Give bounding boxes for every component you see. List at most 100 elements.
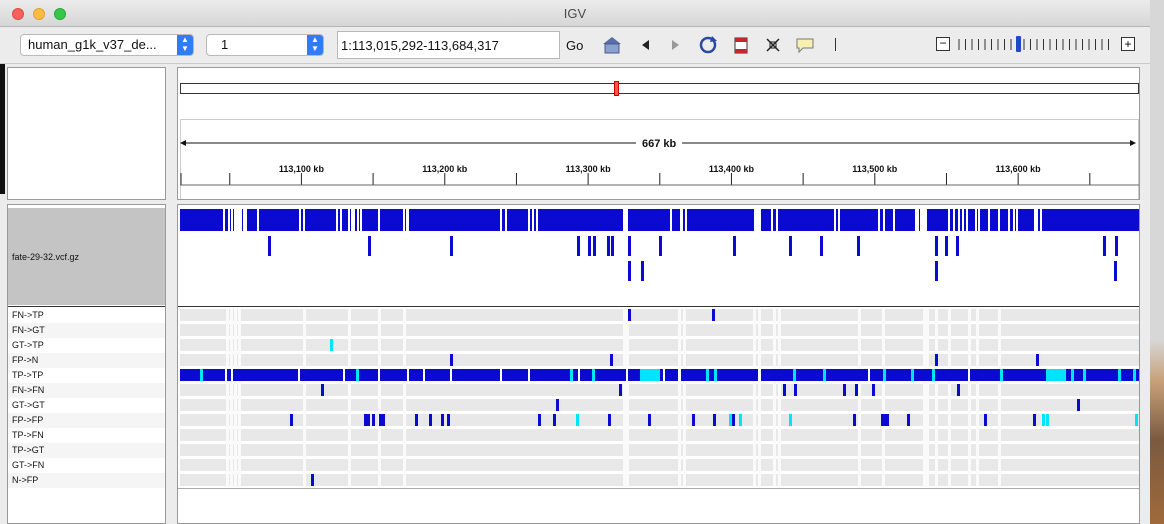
zoom-window-button[interactable] (54, 8, 66, 20)
variant-site[interactable] (935, 236, 938, 256)
genotype-call[interactable] (367, 414, 370, 426)
vcf-track-name-cell[interactable]: fate-29-32.vcf.gz (8, 208, 165, 305)
genotype-call[interactable] (794, 384, 797, 396)
variant-site[interactable] (1115, 236, 1118, 256)
genotype-call[interactable] (872, 384, 875, 396)
genotype-call[interactable] (1046, 414, 1049, 426)
genotype-call[interactable] (608, 414, 611, 426)
variant-site[interactable] (789, 236, 792, 256)
variant-site[interactable] (593, 236, 596, 256)
variant-site[interactable] (935, 261, 938, 281)
genotype-call[interactable] (1042, 414, 1045, 426)
variant-site[interactable] (945, 236, 948, 256)
genotype-call[interactable] (984, 414, 987, 426)
variant-site[interactable] (1103, 236, 1106, 256)
sample-track-row[interactable]: TP->FN (8, 428, 165, 443)
genotype-call[interactable] (907, 414, 910, 426)
sample-track-row[interactable]: TP->GT (8, 443, 165, 458)
zoom-slider[interactable] (957, 35, 1117, 55)
genotype-call[interactable] (853, 414, 856, 426)
genotype-call[interactable] (648, 414, 651, 426)
back-button[interactable] (634, 35, 656, 55)
variant-site[interactable] (628, 236, 631, 256)
chromosome-ideogram[interactable] (180, 83, 1139, 94)
variant-site[interactable] (588, 236, 591, 256)
genotype-call[interactable] (1033, 414, 1036, 426)
sample-track-row[interactable]: FN->FN (8, 383, 165, 398)
sample-track-row[interactable]: N->FP (8, 473, 165, 488)
genotype-call[interactable] (713, 414, 716, 426)
chromosome-select[interactable]: 1 ▲ ▼ (206, 34, 324, 56)
sample-track-row[interactable]: FP->N (8, 353, 165, 368)
genotype-call[interactable] (886, 414, 889, 426)
variant-site[interactable] (820, 236, 823, 256)
genotype-call[interactable] (855, 384, 858, 396)
close-window-button[interactable] (12, 8, 24, 20)
genotype-call[interactable] (321, 384, 324, 396)
genotype-call[interactable] (372, 414, 375, 426)
variant-site[interactable] (577, 236, 580, 256)
track-data-canvas[interactable] (178, 205, 1140, 524)
sample-track-row[interactable]: FN->TP (8, 308, 165, 323)
sample-track-row[interactable]: GT->TP (8, 338, 165, 353)
genotype-call[interactable] (382, 414, 385, 426)
genotype-call[interactable] (441, 414, 444, 426)
genotype-call[interactable] (881, 414, 884, 426)
genotype-call[interactable] (290, 414, 293, 426)
genotype-call[interactable] (429, 414, 432, 426)
genotype-call[interactable] (610, 354, 613, 366)
sample-track-row[interactable]: GT->FN (8, 458, 165, 473)
zoom-slider-thumb[interactable] (1016, 36, 1021, 52)
genotype-call[interactable] (450, 354, 453, 366)
resize-button[interactable] (762, 35, 784, 55)
genotype-call[interactable] (330, 339, 333, 351)
genotype-call[interactable] (311, 474, 314, 486)
genotype-call[interactable] (556, 399, 559, 411)
genotype-call[interactable] (379, 414, 382, 426)
variant-site[interactable] (956, 236, 959, 256)
sample-track-row[interactable]: GT->GT (8, 398, 165, 413)
genotype-call[interactable] (789, 414, 792, 426)
minimize-window-button[interactable] (33, 8, 45, 20)
genotype-call[interactable] (553, 414, 556, 426)
variant-site[interactable] (857, 236, 860, 256)
refresh-button[interactable] (697, 35, 719, 55)
zoom-out-button[interactable]: − (936, 37, 950, 51)
variant-site[interactable] (733, 236, 736, 256)
genotype-call[interactable] (957, 384, 960, 396)
variant-site[interactable] (268, 236, 271, 256)
variant-site[interactable] (450, 236, 453, 256)
genotype-call[interactable] (619, 384, 622, 396)
genotype-call[interactable] (935, 354, 938, 366)
genotype-call[interactable] (628, 309, 631, 321)
ruler[interactable] (180, 119, 1139, 199)
genotype-call[interactable] (739, 414, 742, 426)
genotype-call[interactable] (783, 384, 786, 396)
genotype-call[interactable] (884, 414, 887, 426)
genotype-call[interactable] (415, 414, 418, 426)
genotype-call[interactable] (1135, 414, 1138, 426)
home-button[interactable] (601, 35, 623, 55)
sample-track-row[interactable]: FN->GT (8, 323, 165, 338)
roi-button[interactable] (730, 35, 752, 55)
genotype-call[interactable] (576, 414, 579, 426)
locus-input[interactable]: 1:113,015,292-113,684,317 (337, 31, 560, 59)
genotype-call[interactable] (732, 414, 735, 426)
variant-site[interactable] (659, 236, 662, 256)
genotype-call[interactable] (538, 414, 541, 426)
genotype-call[interactable] (447, 414, 450, 426)
genotype-call[interactable] (712, 309, 715, 321)
variant-site[interactable] (628, 261, 631, 281)
variant-site[interactable] (368, 236, 371, 256)
zoom-in-button[interactable]: + (1121, 37, 1135, 51)
genotype-call[interactable] (843, 384, 846, 396)
genotype-call[interactable] (729, 414, 732, 426)
genotype-call[interactable] (1077, 399, 1080, 411)
sample-track-row[interactable]: TP->TP (8, 368, 165, 383)
genotype-call[interactable] (364, 414, 367, 426)
genotype-call[interactable] (1036, 354, 1039, 366)
variant-site[interactable] (641, 261, 644, 281)
sample-track-row[interactable]: FP->FP (8, 413, 165, 428)
go-button[interactable]: Go (566, 38, 584, 53)
forward-button[interactable] (665, 35, 687, 55)
